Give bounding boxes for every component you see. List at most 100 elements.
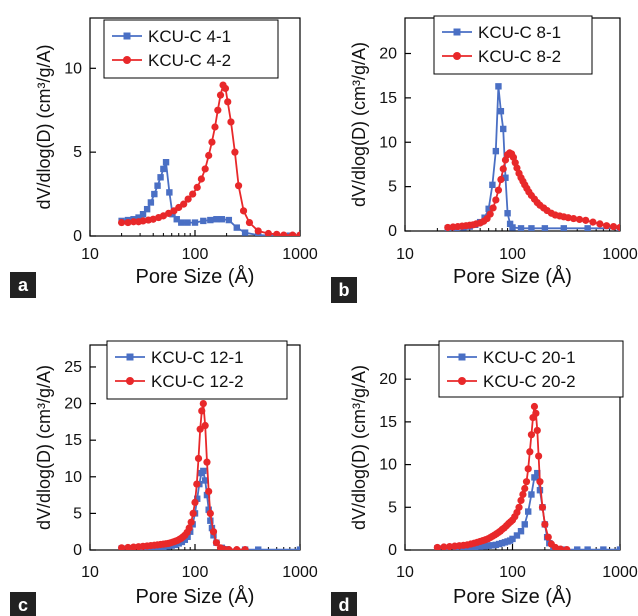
panel-b: 10 100 1000 0 5 10 15 20 Pore Size (Å) dV/dlog(D)… (331, 15, 638, 303)
legend-marker-square (453, 28, 461, 36)
x-axis-label: Pore Size (Å) (136, 585, 255, 608)
data-point-circle (556, 545, 565, 550)
data-point-square (205, 506, 212, 513)
y-tick-label: 0 (388, 542, 397, 559)
data-point-square (517, 528, 525, 535)
legend-marker-circle (123, 56, 131, 64)
data-point-circle (191, 498, 199, 507)
panel-letter-box (331, 277, 357, 303)
data-point-square (296, 546, 300, 550)
series-line-2 (447, 151, 620, 229)
data-point-square (485, 542, 492, 549)
data-point-square (213, 216, 220, 223)
data-point-circle (280, 231, 288, 236)
data-point-square (509, 535, 516, 543)
data-point-circle (227, 118, 235, 126)
data-point-circle (533, 426, 541, 435)
data-point-circle (208, 138, 216, 146)
data-point-square (584, 546, 591, 550)
data-point-square (151, 190, 158, 198)
data-point-circle (196, 425, 204, 433)
data-point-square (203, 491, 211, 499)
data-point-square (531, 474, 538, 481)
data-point-circle (203, 458, 211, 466)
data-point-square (472, 543, 479, 550)
data-point-circle (544, 533, 552, 541)
series-layer (444, 83, 620, 231)
x-tick-label: 10 (396, 246, 414, 263)
data-point-circle (194, 454, 203, 463)
data-point-circle (564, 214, 572, 222)
legend-label: KCU-C 20-2 (483, 372, 576, 391)
legend: KCU-C 12-1 KCU-C 12-2 (106, 340, 288, 400)
data-point-square (194, 495, 201, 502)
y-tick-label: 10 (64, 469, 82, 486)
data-point-circle (526, 448, 534, 456)
data-point-circle (486, 210, 494, 218)
data-point-square (489, 181, 496, 189)
data-point-square (207, 517, 214, 524)
legend-box (106, 340, 288, 400)
data-point-circle (517, 496, 525, 505)
data-point-circle (118, 218, 126, 227)
y-tick-label: 0 (73, 542, 82, 559)
y-tick-label: 15 (379, 414, 397, 431)
data-point-circle (494, 186, 503, 194)
data-point-square (154, 182, 161, 189)
panel-letter: c (18, 595, 28, 615)
data-point-square (495, 83, 502, 90)
data-point-circle (616, 223, 620, 231)
data-point-square (207, 216, 214, 224)
data-point-circle (527, 431, 536, 439)
data-point-circle (515, 503, 523, 511)
y-tick-label: 5 (73, 144, 82, 161)
legend-marker-circle (126, 377, 134, 385)
data-point-circle (245, 218, 254, 227)
data-point-square (162, 159, 170, 166)
data-point-circle (609, 222, 618, 231)
legend-marker-circle (453, 52, 461, 60)
y-tick-label: 0 (73, 228, 82, 245)
data-point-square (481, 542, 488, 550)
data-point-circle (187, 518, 195, 526)
data-point-square (160, 165, 167, 173)
data-point-square (521, 521, 528, 528)
legend-label: KCU-C 8-1 (478, 23, 561, 42)
series-line-2 (121, 83, 300, 236)
x-axis-label: Pore Size (Å) (453, 585, 572, 608)
data-point-circle (201, 421, 209, 430)
legend-box (433, 15, 593, 75)
data-point-square (208, 524, 216, 532)
panel-letter: a (18, 275, 29, 295)
data-point-circle (492, 196, 500, 204)
data-point-circle (444, 223, 452, 231)
data-point-circle (197, 175, 205, 183)
x-tick-label: 10 (396, 564, 414, 581)
data-point-circle (264, 229, 272, 236)
data-point-circle (225, 546, 233, 550)
data-point-circle (521, 484, 529, 493)
series-layer (118, 81, 300, 236)
y-tick-label: 5 (73, 505, 82, 522)
data-point-square (200, 217, 207, 225)
series-layer (433, 402, 620, 550)
data-point-circle (440, 543, 448, 550)
data-point-circle (563, 545, 571, 550)
legend-label: KCU-C 20-1 (483, 348, 576, 367)
data-point-circle (530, 402, 539, 411)
panel-letter-box (10, 272, 36, 298)
x-axis-label: Pore Size (Å) (453, 265, 572, 288)
data-point-square (169, 211, 176, 218)
legend-marker-circle (458, 377, 466, 385)
data-point-circle (497, 175, 505, 184)
data-point-circle (180, 200, 188, 208)
data-point-circle (524, 465, 532, 473)
data-point-circle (206, 509, 214, 517)
data-point-circle (209, 528, 218, 536)
data-point-square (489, 542, 496, 549)
data-point-square (513, 532, 521, 539)
data-point-square (504, 210, 511, 217)
series-line-2 (121, 403, 246, 550)
legend: KCU-C 20-1 KCU-C 20-2 (438, 340, 624, 398)
panel-c: 10 100 1000 0 5 10 15 20 25 Pore Size (Å) dV/dlog(… (10, 340, 318, 616)
